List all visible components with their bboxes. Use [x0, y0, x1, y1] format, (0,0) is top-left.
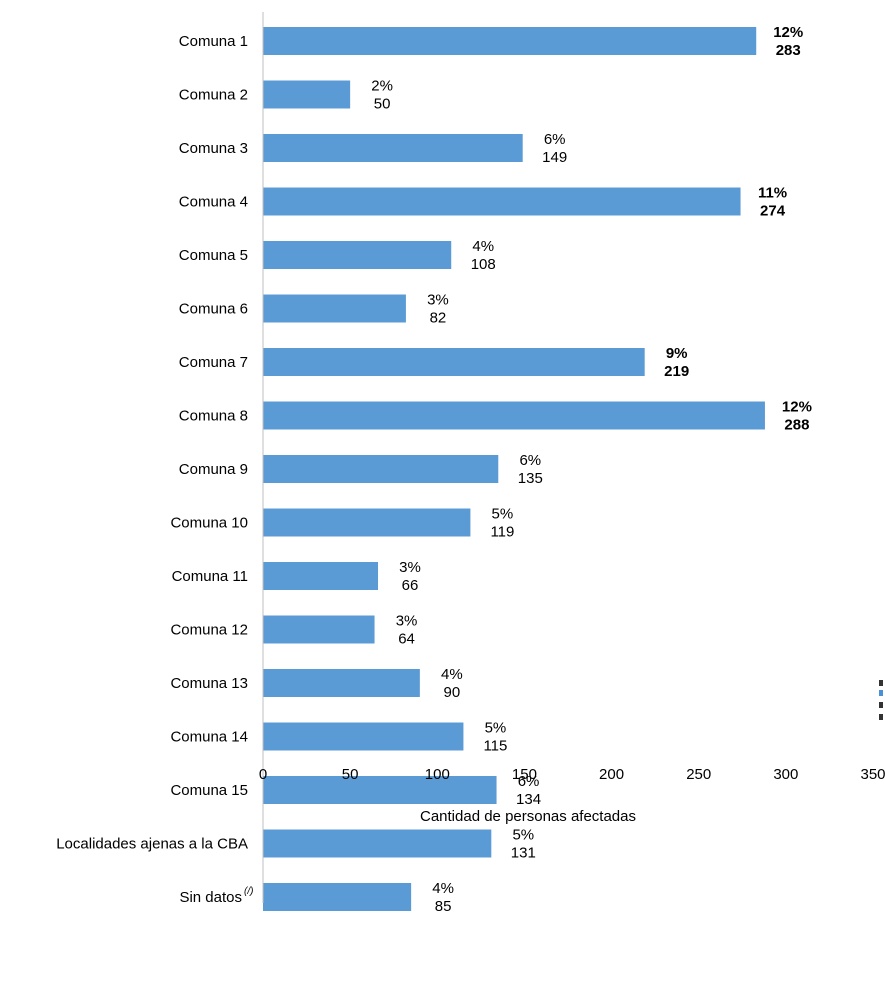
category-label: Comuna 6	[179, 301, 248, 318]
bar	[263, 776, 497, 804]
bars-group	[263, 27, 765, 911]
percent-label: 6%	[544, 131, 566, 148]
value-label: 274	[760, 203, 786, 220]
category-label: Comuna 7	[179, 354, 248, 371]
percent-label: 4%	[472, 238, 494, 255]
x-tick-label: 100	[425, 766, 450, 783]
percent-label: 5%	[512, 827, 534, 844]
value-label: 219	[664, 363, 689, 380]
category-label: Comuna 15	[170, 782, 248, 799]
value-label: 131	[511, 845, 536, 862]
edge-fragment-mark	[879, 690, 883, 696]
bar	[263, 615, 375, 644]
category-label: Comuna 3	[179, 140, 248, 157]
percent-label: 4%	[441, 666, 463, 683]
x-tick-label: 150	[512, 766, 537, 783]
bar	[263, 294, 406, 323]
category-label: Comuna 9	[179, 461, 248, 478]
value-label: 108	[471, 256, 496, 273]
x-tick-label: 0	[259, 766, 267, 783]
category-label: Comuna 8	[179, 408, 248, 425]
value-label: 90	[444, 684, 461, 701]
data-labels: 12%2832%506%14911%2744%1083%829%21912%28…	[371, 24, 812, 915]
value-label: 85	[435, 898, 452, 915]
category-label: Localidades ajenas a la CBA	[56, 836, 248, 853]
category-label: Comuna 11	[172, 568, 248, 585]
bar	[263, 27, 757, 55]
percent-label: 12%	[782, 399, 812, 416]
percent-label: 3%	[427, 292, 449, 309]
value-label: 288	[784, 417, 809, 434]
x-tick-labels: 0 50 100 150 200 250 300 350	[259, 766, 885, 783]
percent-label: 12%	[773, 24, 803, 41]
category-label: Comuna 1	[179, 33, 248, 50]
value-label: 283	[776, 42, 801, 59]
category-label: Comuna 13	[170, 675, 248, 692]
percent-label: 6%	[519, 452, 541, 469]
bar	[263, 669, 420, 697]
category-label: Comuna 5	[179, 247, 248, 264]
value-label: 134	[516, 791, 541, 808]
edge-fragment-mark	[879, 702, 883, 708]
bar	[263, 80, 351, 109]
value-label: 119	[490, 524, 514, 541]
percent-label: 3%	[399, 559, 421, 576]
x-tick-label: 350	[860, 766, 885, 783]
value-label: 82	[430, 310, 447, 327]
category-label: Comuna 2	[179, 87, 248, 104]
category-superscript: (/)	[244, 886, 253, 897]
percent-label: 4%	[432, 880, 454, 897]
edge-fragment-mark	[879, 680, 883, 686]
bar	[263, 134, 523, 162]
percent-label: 5%	[485, 720, 507, 737]
bar	[263, 562, 379, 590]
category-label: Sin datos	[179, 889, 242, 906]
x-axis-title: Cantidad de personas afectadas	[420, 808, 636, 825]
category-label: Comuna 4	[179, 194, 248, 211]
bar	[263, 722, 464, 751]
x-tick-label: 250	[686, 766, 711, 783]
percent-label: 5%	[492, 506, 514, 523]
value-label: 66	[402, 577, 419, 594]
category-label: Comuna 14	[170, 729, 248, 746]
x-tick-label: 50	[342, 766, 359, 783]
category-labels: Comuna 1 Comuna 2 Comuna 3 Comuna 4 Comuna 5…	[56, 33, 253, 906]
bar	[263, 348, 645, 376]
bar	[263, 455, 499, 483]
value-label: 135	[518, 470, 543, 487]
bar	[263, 187, 741, 216]
percent-label: 2%	[371, 78, 393, 95]
bar	[263, 241, 452, 269]
percent-label: 6%	[518, 773, 540, 790]
bar	[263, 401, 765, 430]
edge-fragment-mark	[879, 714, 883, 720]
value-label: 149	[542, 149, 567, 166]
percent-label: 11%	[758, 185, 787, 202]
value-label: 50	[374, 96, 391, 113]
bar	[263, 883, 412, 911]
percent-label: 9%	[666, 345, 688, 362]
category-label: Comuna 10	[170, 515, 248, 532]
bar	[263, 508, 471, 537]
bar	[263, 829, 492, 858]
x-tick-label: 200	[599, 766, 624, 783]
value-label: 64	[398, 631, 415, 648]
value-label: 115	[483, 738, 507, 755]
x-tick-label: 300	[773, 766, 798, 783]
percent-label: 3%	[396, 613, 418, 630]
category-label: Comuna 12	[170, 622, 248, 639]
